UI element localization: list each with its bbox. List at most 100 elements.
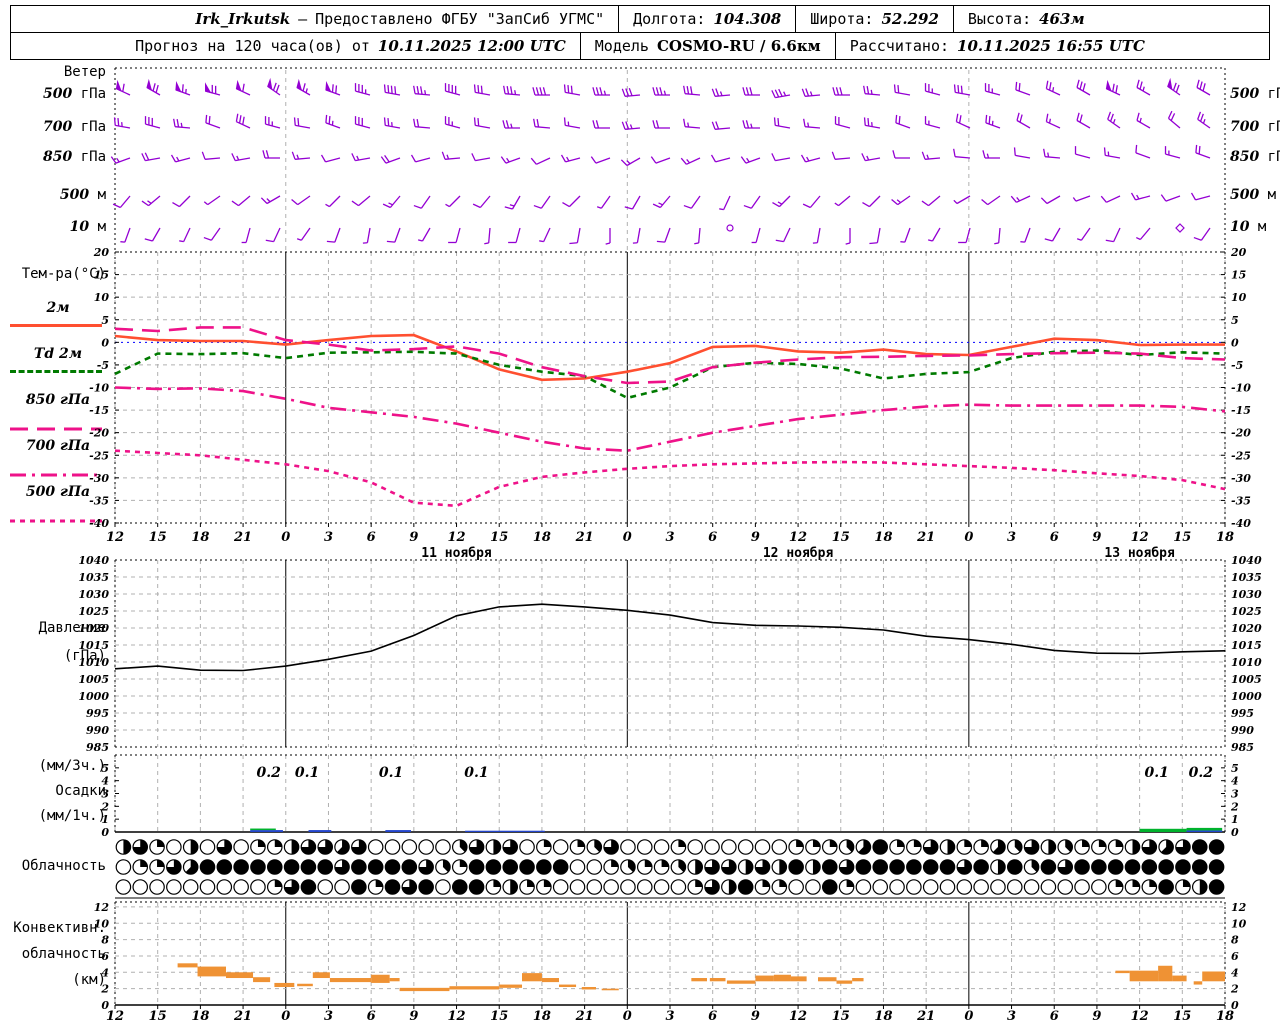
cloud-cover-symbol (1191, 839, 1208, 855)
temp-tick-left: -10 (89, 382, 109, 395)
cloud-cover-fill (812, 839, 821, 847)
hour-label-bottom: 3 (665, 1009, 674, 1024)
wind-barb-shaft (295, 157, 311, 160)
wind-barb-half (305, 88, 308, 93)
cloud-cover-fill (284, 879, 299, 895)
wind-barb-shaft (928, 195, 941, 207)
cloud-cover-symbol (536, 859, 552, 875)
pressure-tick-right: 995 (1231, 707, 1254, 720)
cloud-cover-symbol (1040, 859, 1057, 875)
temp-tick-right: -40 (1231, 517, 1251, 530)
wind-barb-feather (141, 153, 146, 161)
wind-barb-feather (144, 152, 150, 161)
wind-barb-feather (1016, 112, 1020, 121)
cloud-cover-symbol (468, 879, 485, 895)
convective-cloud-bar (773, 974, 791, 982)
wind-barb-half (1139, 117, 1142, 123)
wind-barb-feather (390, 85, 393, 94)
cloud-cover-symbol (771, 839, 788, 855)
wind-barb-shaft (664, 227, 671, 243)
cloud-cover-fill (796, 839, 804, 847)
cloud-cover-symbol (1175, 859, 1191, 875)
wind-barb-shaft (355, 123, 371, 129)
cloud-cover-fill (839, 859, 854, 875)
cloud-cover-symbol (1040, 879, 1057, 895)
wind-barb-half (176, 156, 180, 162)
cloud-cover-symbol (351, 859, 367, 875)
conv-tick-right: 8 (1231, 934, 1239, 947)
header-station-segment: Irk_Irkutsk — Предоставлено ФГБУ "ЗапСиб… (181, 6, 618, 32)
hour-label-bottom: 9 (409, 1009, 418, 1024)
wind-barb-shaft (210, 227, 221, 241)
cloud-cover-symbol (317, 879, 334, 895)
cloud-cover-fill (678, 839, 686, 847)
convective-cloud-bar (253, 977, 271, 983)
wind-barb-shaft (686, 157, 701, 165)
temp-tick-right: -10 (1231, 382, 1251, 395)
wind-barb-shaft (238, 195, 251, 207)
wind-barb-half (1072, 197, 1077, 202)
wind-barb-shaft (838, 195, 851, 207)
wind-barb-half (783, 91, 787, 97)
wind-barb-shaft (1046, 195, 1061, 205)
wind-barb-half (1076, 238, 1082, 241)
wind-barb-feather (297, 117, 300, 127)
wind-barb-shaft (698, 227, 701, 243)
conv-tick-left: 10 (94, 917, 110, 930)
cloud-cover-symbol (384, 859, 401, 875)
legend-line-t2m (10, 324, 102, 327)
cloud-cover-fill (402, 879, 417, 895)
conv-tick-right: 10 (1231, 917, 1247, 930)
wind-barb-shaft (1105, 154, 1121, 159)
cloud-cover-fill (913, 839, 922, 847)
temp-series-700-гПа (114, 386, 1226, 453)
wind-barb-half (179, 240, 184, 243)
cloud-cover-symbol (636, 879, 653, 895)
cloud-cover-fill (1024, 839, 1039, 855)
hour-label: 0 (623, 530, 632, 545)
pressure-tick-left: 1035 (78, 571, 109, 584)
wind-barb-feather (471, 153, 476, 161)
conv-tick-left: 12 (94, 901, 110, 914)
calm-wind-icon (1175, 223, 1185, 233)
cloud-cover-symbol (1124, 859, 1141, 875)
wind-barb-feather (778, 88, 783, 97)
wind-barb-shaft (420, 195, 431, 209)
wind-barb-shaft (816, 227, 821, 243)
wind-barb-shaft (895, 91, 911, 96)
wind-barb-shaft (1075, 195, 1091, 202)
convective-cloud-bar (559, 984, 577, 988)
convective-cloud-bar (709, 978, 726, 982)
cloud-cover-fill (1115, 879, 1123, 887)
cloud-cover-symbol (401, 839, 418, 855)
pressure-panel-units: (гПа) (63, 648, 106, 664)
convective-cloud-bar (836, 980, 853, 984)
model-name: COSMO-RU / 6.6км (656, 37, 821, 55)
cloud-cover-symbol (233, 839, 249, 855)
wind-barb-shaft (685, 126, 701, 129)
wind-barb-feather (242, 83, 245, 92)
wind-barb-feather (898, 116, 901, 125)
hour-label-bottom: 15 (832, 1009, 850, 1024)
wind-barb-shaft (1136, 86, 1151, 96)
wind-barb-feather (265, 239, 274, 243)
wind-barb-shaft (987, 195, 1001, 206)
cloud-cover-fill (1161, 839, 1174, 855)
cloud-cover-fill (755, 859, 770, 875)
temp-tick-right: 10 (1231, 291, 1247, 304)
wind-level-label-right: 10 м (1230, 219, 1267, 235)
wind-barb-half (509, 204, 515, 207)
pressure-tick-left: 1000 (78, 690, 109, 703)
convective-cloud-bar (226, 972, 254, 979)
wind-barb-half (566, 156, 570, 162)
cloud-cover-symbol (384, 879, 401, 895)
wind-barb-feather (562, 202, 570, 208)
wind-barb-feather (1076, 112, 1080, 121)
pressure-tick-right: 1000 (1231, 690, 1262, 703)
cloud-cover-fill (829, 839, 837, 847)
wind-barb-feather (683, 85, 686, 94)
legend-label-td2m: Td 2м (33, 346, 83, 362)
cloud-cover-symbol (721, 839, 737, 855)
hour-label-bottom: 21 (916, 1009, 935, 1024)
wind-barb-shaft (925, 157, 941, 160)
